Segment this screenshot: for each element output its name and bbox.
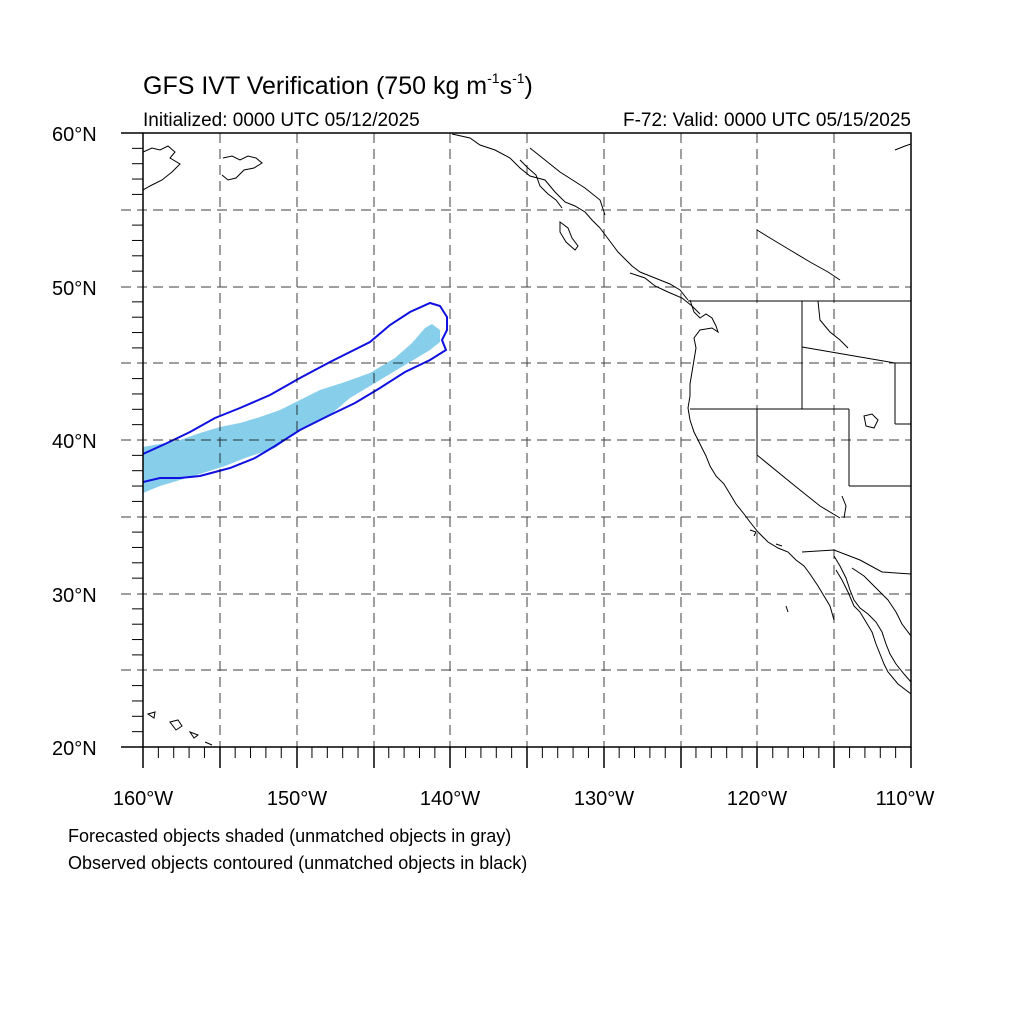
title-mid: s xyxy=(499,72,513,100)
forecast-note: Forecasted objects shaded (unmatched obj… xyxy=(68,826,512,846)
title-sup-1: -1 xyxy=(487,70,500,86)
coastlines xyxy=(143,133,911,746)
grid-lines xyxy=(121,133,911,747)
lat-label-60: 60°N xyxy=(52,124,97,146)
major-ticks xyxy=(121,132,912,768)
lat-label-20: 20°N xyxy=(52,738,97,760)
lon-label-140w: 140°W xyxy=(420,788,480,810)
chart-title: GFS IVT Verification (750 kg m-1s-1) xyxy=(143,70,533,101)
lat-label-30: 30°N xyxy=(52,585,97,607)
title-text: GFS IVT Verification (750 kg m xyxy=(143,72,488,100)
minor-ticks xyxy=(132,147,897,758)
lat-labels: 60°N 50°N 40°N 30°N 20°N xyxy=(52,124,97,760)
lon-label-130w: 130°W xyxy=(574,788,634,810)
lat-label-50: 50°N xyxy=(52,278,97,300)
observed-objects xyxy=(143,301,448,483)
lat-label-40: 40°N xyxy=(52,431,97,453)
lon-labels: 160°W 150°W 140°W 130°W 120°W 110°W xyxy=(113,788,935,810)
forecast-objects xyxy=(143,324,440,493)
observed-note: Observed objects contoured (unmatched ob… xyxy=(68,853,528,873)
forecast-object-shade xyxy=(143,324,440,493)
lon-label-150w: 150°W xyxy=(267,788,327,810)
lon-label-160w: 160°W xyxy=(113,788,173,810)
init-time-label: Initialized: 0000 UTC 05/12/2025 xyxy=(143,110,420,131)
lon-label-120w: 120°W xyxy=(727,788,787,810)
lon-label-110w: 110°W xyxy=(876,788,935,810)
title-close: ) xyxy=(524,72,533,100)
valid-time-label: F-72: Valid: 0000 UTC 05/15/2025 xyxy=(623,110,911,131)
observed-object-contour xyxy=(143,301,448,483)
title-sup-2: -1 xyxy=(512,70,525,86)
